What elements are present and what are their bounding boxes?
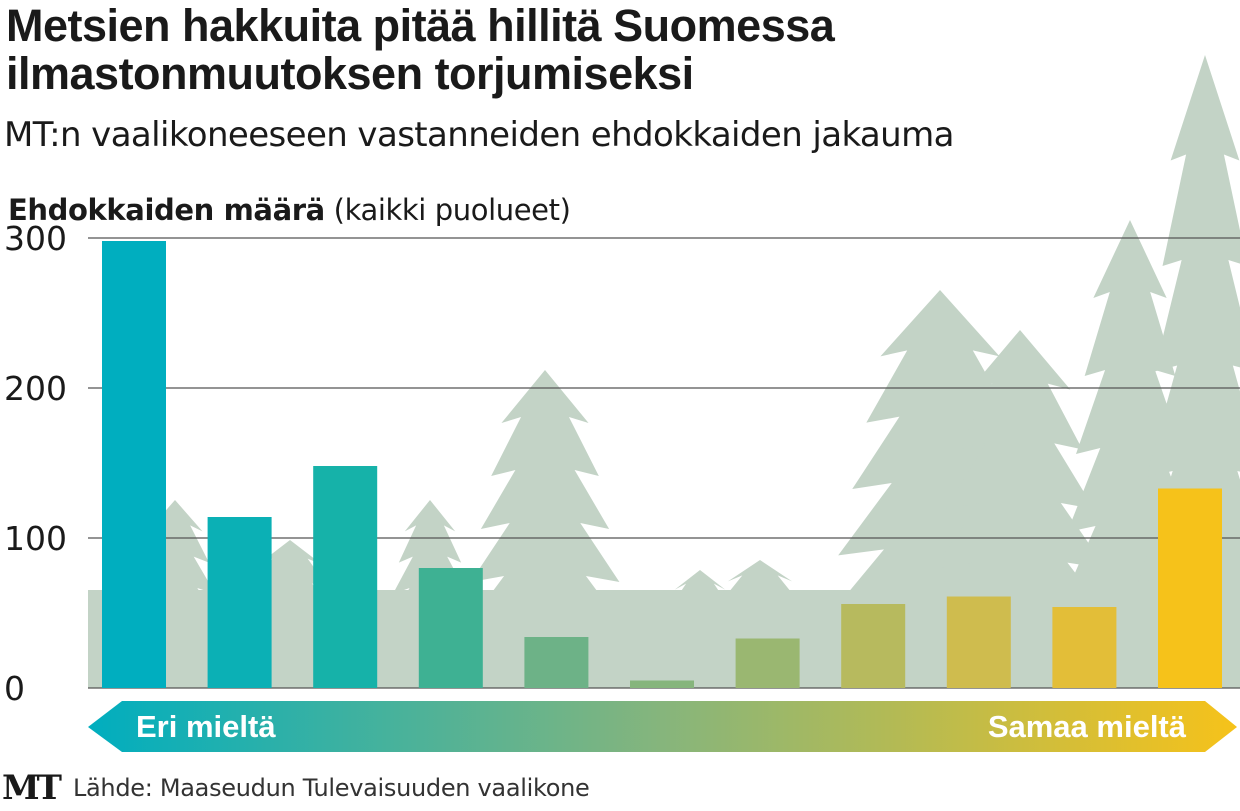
scale-label-disagree: Eri mieltä <box>136 709 276 744</box>
mt-logo: MT <box>2 768 62 808</box>
y-tick-label: 100 <box>4 519 67 558</box>
bar <box>735 638 800 688</box>
scale-label-agree: Samaa mieltä <box>988 709 1187 744</box>
bar <box>524 637 589 688</box>
bar <box>946 596 1011 688</box>
source-footer: MT Lähde: Maaseudun Tulevaisuuden vaalik… <box>2 766 590 810</box>
chart-title: Metsien hakkuita pitää hillitä Suomessa … <box>6 0 835 99</box>
agreement-scale-arrow: Eri mieltä Samaa mieltä <box>88 701 1237 752</box>
y-tick-label: 0 <box>4 669 25 708</box>
bar <box>630 680 694 688</box>
bar <box>418 568 483 688</box>
bar <box>1158 488 1222 688</box>
bar <box>841 604 906 688</box>
y-tick-labels: 0 100 200 300 <box>4 219 67 708</box>
y-axis-label-main: Ehdokkaiden määrä <box>8 193 325 227</box>
y-tick-label: 200 <box>4 369 67 408</box>
bar <box>1052 607 1117 688</box>
bar <box>102 241 166 688</box>
y-axis-label: Ehdokkaiden määrä (kaikki puolueet) <box>8 190 571 230</box>
bar <box>313 466 378 688</box>
bar <box>207 517 272 688</box>
chart-subtitle: MT:n vaalikoneeseen vastanneiden ehdokka… <box>4 115 954 155</box>
y-axis-label-note: (kaikki puolueet) <box>333 193 571 227</box>
forest-ground <box>88 590 1240 688</box>
bars <box>102 241 1222 688</box>
y-tick-label: 300 <box>4 219 67 258</box>
source-text: Lähde: Maaseudun Tulevaisuuden vaalikone <box>72 774 590 802</box>
scale-arrow-shape <box>88 701 1237 752</box>
